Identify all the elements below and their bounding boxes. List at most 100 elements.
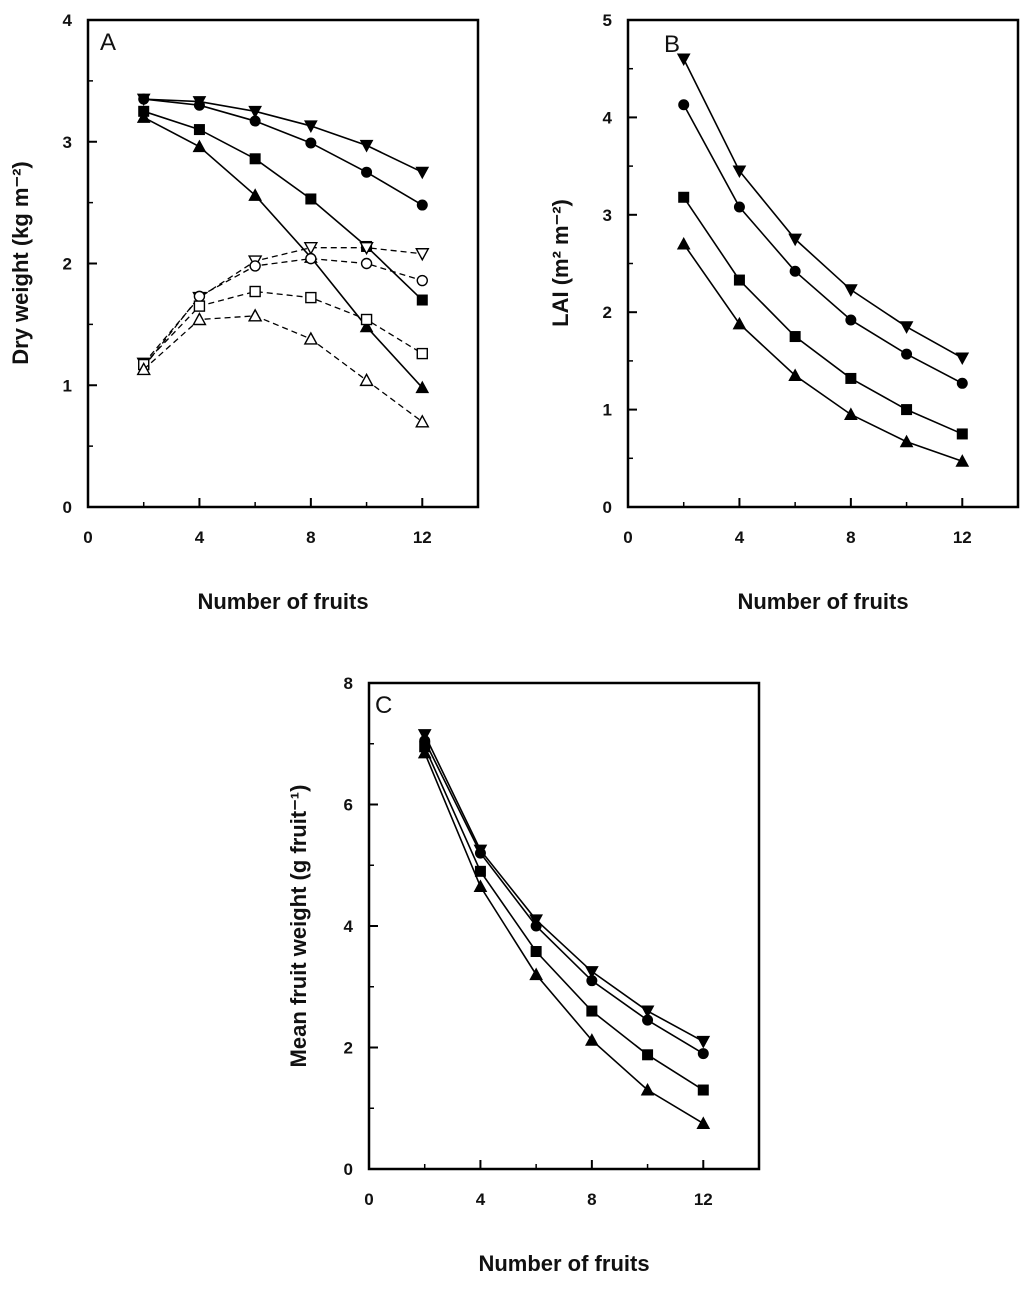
y-tick-label: 1 bbox=[63, 376, 72, 395]
triangle-down-marker bbox=[417, 729, 432, 742]
triangle-up-marker bbox=[640, 1082, 655, 1096]
square-marker bbox=[845, 372, 857, 384]
x-tick-label: 0 bbox=[83, 528, 92, 547]
circle-marker bbox=[416, 199, 428, 211]
triangle-up-marker bbox=[585, 1033, 599, 1046]
triangle-down-marker bbox=[732, 165, 747, 179]
x-axis-title: Number of fruits bbox=[197, 589, 368, 614]
circle-marker bbox=[530, 920, 542, 932]
circle-marker bbox=[956, 377, 968, 389]
panel-letter: A bbox=[100, 29, 116, 56]
series-line bbox=[423, 734, 704, 1043]
square-marker bbox=[642, 1049, 654, 1061]
series-line bbox=[143, 290, 423, 366]
series-line bbox=[143, 110, 423, 301]
square-marker bbox=[249, 153, 261, 165]
triangle-down-marker bbox=[529, 914, 543, 927]
y-tick-label: 2 bbox=[603, 303, 612, 322]
series-line bbox=[143, 116, 423, 389]
circle-marker bbox=[361, 166, 373, 178]
triangle-up-marker bbox=[899, 434, 914, 448]
circle-marker bbox=[249, 115, 261, 127]
circle-marker bbox=[586, 975, 598, 987]
series-line bbox=[683, 104, 963, 385]
square-marker bbox=[530, 946, 542, 958]
triangle-down-marker bbox=[303, 241, 319, 256]
triangle-up-marker bbox=[247, 308, 263, 322]
y-axis-title: Mean fruit weight (g fruit⁻¹) bbox=[286, 785, 311, 1068]
square-marker bbox=[305, 193, 317, 205]
square-marker bbox=[474, 865, 486, 877]
triangle-down-marker bbox=[248, 105, 262, 119]
series-layer bbox=[676, 53, 970, 467]
y-axis-title: Dry weight (kg m⁻²) bbox=[8, 161, 33, 365]
x-tick-label: 4 bbox=[735, 528, 745, 547]
square-marker bbox=[789, 331, 801, 343]
series-line bbox=[423, 746, 704, 1091]
circle-marker bbox=[360, 257, 373, 270]
series-line bbox=[423, 752, 704, 1125]
y-tick-label: 4 bbox=[63, 11, 73, 30]
y-tick-label: 4 bbox=[344, 917, 354, 936]
x-tick-label: 0 bbox=[623, 528, 632, 547]
series-line bbox=[143, 98, 423, 206]
circle-marker bbox=[138, 93, 150, 105]
triangle-up-marker bbox=[732, 316, 747, 330]
axis-ticks: 0 4 8 12 0 2 4 6 8 bbox=[344, 674, 713, 1209]
triangle-up-marker bbox=[417, 745, 432, 759]
y-tick-label: 1 bbox=[603, 401, 612, 420]
series-line bbox=[143, 247, 423, 364]
triangle-down-marker bbox=[415, 248, 430, 262]
square-marker bbox=[733, 274, 745, 286]
x-axis-title: Number of fruits bbox=[737, 589, 908, 614]
y-tick-label: 6 bbox=[344, 796, 353, 815]
triangle-up-marker bbox=[192, 139, 207, 153]
circle-marker bbox=[249, 260, 261, 272]
triangle-up-marker bbox=[415, 380, 430, 394]
triangle-up-marker bbox=[788, 368, 802, 382]
y-tick-label: 0 bbox=[603, 498, 612, 517]
circle-marker bbox=[193, 99, 205, 111]
triangle-down-marker bbox=[696, 1035, 711, 1049]
triangle-down-marker bbox=[955, 352, 970, 366]
series-line bbox=[683, 243, 963, 462]
triangle-up-marker bbox=[136, 110, 151, 123]
series-layer bbox=[136, 93, 430, 428]
y-tick-label: 3 bbox=[63, 133, 72, 152]
triangle-down-marker bbox=[899, 321, 914, 334]
circle-marker bbox=[789, 265, 801, 277]
series-line bbox=[143, 315, 423, 423]
y-tick-label: 3 bbox=[603, 206, 612, 225]
y-tick-label: 0 bbox=[344, 1160, 353, 1179]
y-tick-label: 2 bbox=[63, 255, 72, 274]
square-marker bbox=[678, 191, 690, 203]
series-line bbox=[423, 740, 704, 1055]
triangle-up-marker bbox=[359, 319, 374, 333]
square-marker bbox=[697, 1084, 709, 1096]
square-marker bbox=[586, 1005, 598, 1017]
triangle-up-marker bbox=[415, 414, 430, 428]
y-tick-label: 0 bbox=[63, 498, 72, 517]
x-tick-label: 4 bbox=[195, 528, 205, 547]
circle-marker bbox=[305, 137, 317, 149]
triangle-up-marker bbox=[676, 236, 691, 250]
square-marker bbox=[416, 347, 428, 360]
circle-marker bbox=[193, 290, 206, 303]
circle-marker bbox=[901, 348, 913, 360]
triangle-up-marker bbox=[473, 879, 488, 893]
triangle-up-marker bbox=[844, 407, 858, 420]
square-marker bbox=[901, 404, 913, 416]
panel-letter: C bbox=[375, 692, 392, 719]
x-tick-label: 12 bbox=[953, 528, 972, 547]
y-tick-label: 2 bbox=[344, 1039, 353, 1058]
triangle-up-marker bbox=[248, 188, 262, 201]
square-marker bbox=[416, 294, 428, 306]
x-tick-label: 12 bbox=[694, 1190, 713, 1209]
triangle-up-marker bbox=[359, 372, 374, 387]
triangle-up-marker bbox=[136, 361, 151, 376]
